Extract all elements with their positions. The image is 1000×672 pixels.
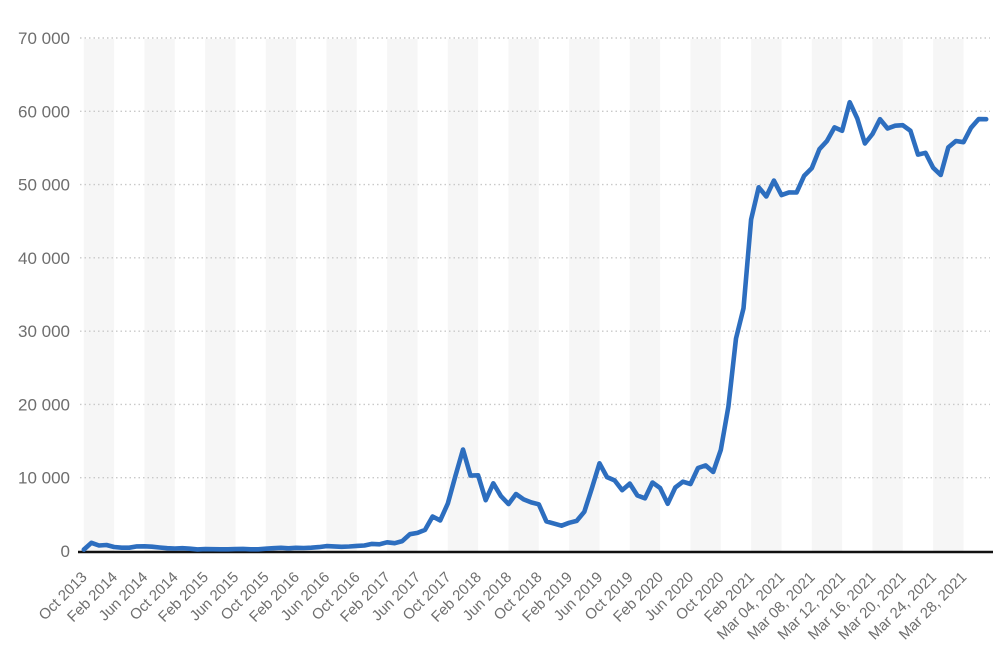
background-band [629,39,661,551]
y-axis-tick-label: 50 000 [18,176,70,195]
y-axis-tick-label: 20 000 [18,395,70,414]
y-axis-tick-labels: 0 10 000 20 000 30 000 40 000 50 000 60 000 70 … [18,29,70,561]
background-band [447,39,479,551]
plot-background-bands [83,39,964,551]
background-band [872,39,903,551]
y-axis-tick-label: 70 000 [18,29,70,48]
background-band [144,39,175,551]
y-axis-tick-label: 0 [61,542,70,561]
background-band [326,39,357,551]
background-band [265,39,297,551]
background-band [387,39,418,551]
y-axis-tick-label: 40 000 [18,249,70,268]
background-band [811,39,843,551]
horizontal-gridlines [80,37,990,479]
background-band [569,39,600,551]
background-band [933,39,964,551]
price-series-line[interactable] [81,99,989,552]
y-axis-tick-label: 30 000 [18,322,70,341]
background-band [508,39,539,551]
background-band [83,39,115,551]
background-band [205,39,236,551]
y-axis-tick-label: 10 000 [18,469,70,488]
background-band [751,39,782,551]
y-axis-tick-label: 60 000 [18,102,70,121]
